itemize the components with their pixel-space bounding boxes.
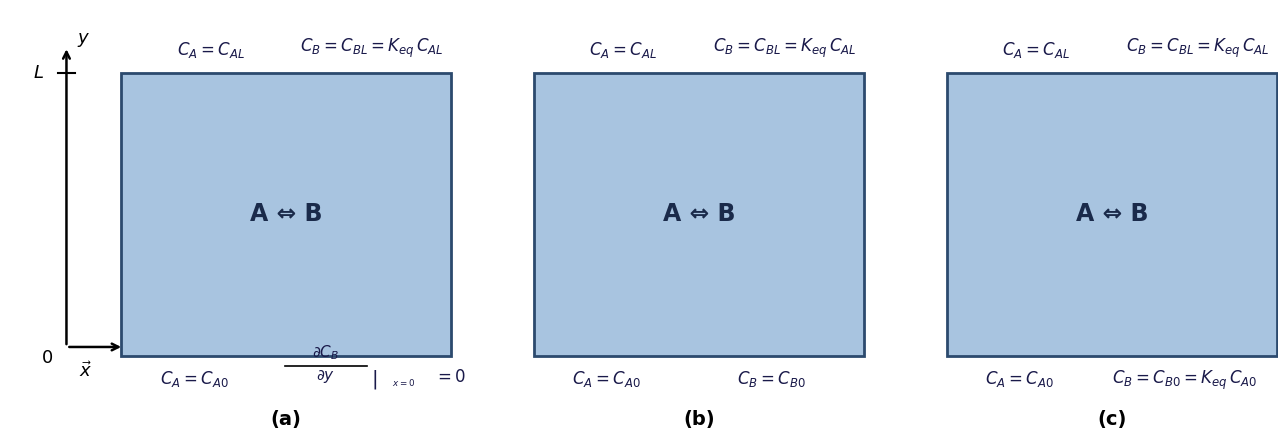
Text: $C_B = C_{B0} = K_{eq}\, C_{A0}$: $C_B = C_{B0} = K_{eq}\, C_{A0}$ [1112, 369, 1258, 392]
Text: $C_A = C_{AL}$: $C_A = C_{AL}$ [589, 40, 657, 60]
Text: $y$: $y$ [77, 31, 89, 49]
Text: A ⇔ B: A ⇔ B [663, 202, 735, 226]
Text: $C_A = C_{A0}$: $C_A = C_{A0}$ [160, 369, 229, 389]
Text: $C_B = C_{BL} = K_{eq}\, C_{AL}$: $C_B = C_{BL} = K_{eq}\, C_{AL}$ [1126, 37, 1269, 60]
Bar [534, 73, 864, 356]
Text: $C_B = C_{BL} = K_{eq}\, C_{AL}$: $C_B = C_{BL} = K_{eq}\, C_{AL}$ [300, 37, 443, 60]
Text: $C_A = C_{A0}$: $C_A = C_{A0}$ [573, 369, 642, 389]
Text: $C_A = C_{AL}$: $C_A = C_{AL}$ [1002, 40, 1070, 60]
Bar [947, 73, 1277, 356]
Text: (c): (c) [1098, 411, 1126, 429]
Text: $C_B = C_{BL} = K_{eq}\, C_{AL}$: $C_B = C_{BL} = K_{eq}\, C_{AL}$ [713, 37, 856, 60]
Bar [121, 73, 451, 356]
Text: A ⇔ B: A ⇔ B [250, 202, 322, 226]
Text: $L$: $L$ [33, 64, 43, 82]
Text: $C_A = C_{AL}$: $C_A = C_{AL}$ [176, 40, 244, 60]
Text: $_{x=0}$: $_{x=0}$ [392, 376, 415, 389]
Text: $C_B = C_{B0}$: $C_B = C_{B0}$ [737, 369, 806, 389]
Text: $\partial y$: $\partial y$ [316, 368, 335, 385]
Text: A ⇔ B: A ⇔ B [1076, 202, 1148, 226]
Text: $|$: $|$ [372, 368, 377, 391]
Text: $= 0$: $= 0$ [435, 368, 466, 386]
Text: $\vec{x}$: $\vec{x}$ [79, 362, 92, 381]
Text: (a): (a) [271, 411, 302, 429]
Text: (b): (b) [684, 411, 714, 429]
Text: $0$: $0$ [41, 349, 54, 367]
Text: $C_A = C_{A0}$: $C_A = C_{A0}$ [985, 369, 1054, 389]
Text: $\partial C_B$: $\partial C_B$ [312, 344, 340, 362]
